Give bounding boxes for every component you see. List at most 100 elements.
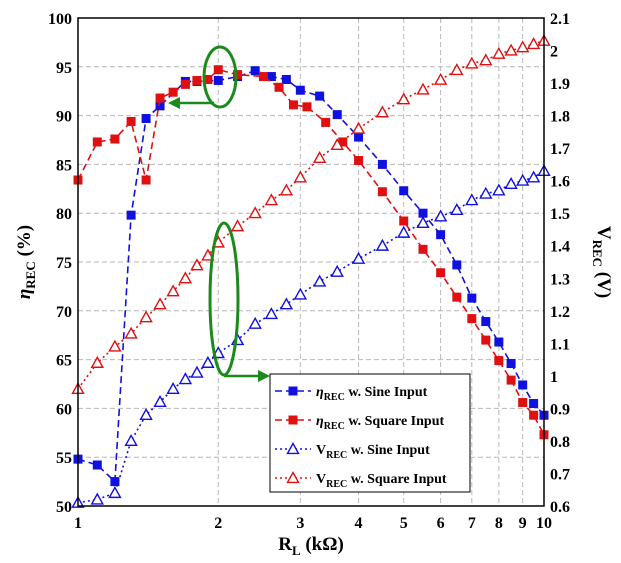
x-tick-label: 8: [495, 515, 503, 532]
data-point: [452, 292, 462, 302]
y-left-tick-label: 95: [56, 60, 72, 77]
data-point: [92, 137, 102, 147]
data-point: [397, 225, 411, 238]
data-point: [351, 251, 366, 264]
x-tick-label: 4: [355, 515, 363, 532]
data-point: [90, 355, 104, 368]
data-point: [139, 407, 153, 421]
data-point: [479, 53, 493, 66]
data-point: [153, 394, 167, 407]
data-point: [518, 398, 528, 408]
y-right-tick-label: 1.3: [550, 271, 570, 288]
data-point: [450, 203, 464, 216]
x-tick-label: 9: [519, 515, 527, 532]
x-tick-label: 2: [214, 515, 222, 532]
data-point: [321, 117, 331, 127]
y-right-tick-label: 1.1: [550, 336, 570, 353]
y-left-tick-label: 60: [56, 401, 72, 418]
data-point: [494, 337, 504, 347]
y-left-tick-label: 65: [56, 353, 72, 370]
y-left-tick-label: 70: [56, 304, 72, 321]
data-point: [433, 209, 448, 222]
data-point: [288, 100, 298, 110]
y-left-tick-label: 75: [56, 255, 72, 272]
legend-label: ηREC w. Sine Input: [316, 385, 428, 403]
eta-axis-arrowhead: [168, 97, 180, 109]
data-point: [250, 66, 260, 76]
data-point: [377, 187, 387, 197]
data-point: [293, 287, 308, 300]
data-point: [450, 63, 464, 76]
y-axis-right-title: VREC (V): [590, 226, 614, 298]
data-point: [141, 114, 151, 124]
data-point: [178, 271, 193, 284]
x-tick-label: 7: [468, 515, 476, 532]
y-left-tick-label: 90: [56, 109, 72, 126]
data-point: [399, 216, 409, 226]
x-tick-label: 5: [400, 515, 408, 532]
data-point: [479, 186, 493, 199]
data-point: [279, 183, 294, 196]
data-point: [126, 116, 136, 126]
data-point: [264, 307, 279, 320]
y-left-tick-label: 100: [48, 11, 72, 28]
data-point: [416, 82, 430, 95]
data-point: [92, 460, 102, 470]
data-point: [354, 132, 364, 142]
y-right-tick-label: 0.6: [550, 499, 570, 516]
legend: ηREC w. Sine Input ηREC w. Square Input VR…: [269, 373, 471, 493]
y-right-tick-label: 1.2: [550, 304, 570, 321]
data-point: [168, 87, 178, 97]
data-point: [416, 216, 430, 229]
data-point: [481, 335, 491, 345]
data-point: [351, 121, 366, 134]
y-right-tick-label: 2.1: [550, 11, 570, 28]
legend-label: ηREC w. Square Input: [316, 414, 444, 432]
series-3: [71, 163, 551, 508]
data-point: [180, 79, 190, 89]
data-point: [436, 268, 446, 278]
series-layer: [71, 33, 551, 508]
data-point: [526, 170, 541, 183]
data-point: [201, 355, 215, 368]
x-tick-label: 10: [536, 515, 552, 532]
data-point: [330, 264, 344, 277]
data-point: [452, 260, 462, 270]
x-tick-label: 3: [296, 515, 304, 532]
data-point: [494, 356, 504, 366]
data-point: [330, 137, 344, 150]
vrec-ellipse-annotation: [208, 221, 240, 377]
data-point: [418, 208, 428, 218]
y-right-tick-label: 1.5: [550, 206, 570, 223]
data-point: [504, 176, 518, 190]
data-point: [166, 284, 180, 297]
data-point: [506, 359, 516, 369]
data-point: [332, 110, 342, 120]
y-left-tick-label: 80: [56, 206, 72, 223]
legend-swatch-marker: [286, 471, 300, 484]
vrec-axis-arrowhead: [258, 370, 270, 382]
plot-frame: [77, 17, 545, 507]
data-point: [248, 316, 262, 329]
legend-swatch-marker: [286, 442, 300, 455]
data-point: [108, 486, 122, 499]
data-point: [506, 375, 516, 385]
data-point: [281, 74, 291, 84]
legend-swatch-marker: [288, 386, 298, 396]
data-point: [295, 85, 305, 95]
y-right-tick-label: 2: [550, 44, 558, 61]
data-point: [90, 492, 104, 505]
data-point: [110, 134, 120, 144]
data-point: [201, 248, 215, 261]
series-line: [77, 69, 545, 484]
data-point: [155, 101, 165, 111]
data-point: [141, 175, 151, 185]
data-point: [529, 410, 539, 420]
data-point: [233, 70, 243, 80]
data-point: [230, 219, 245, 232]
data-point: [312, 274, 327, 287]
data-point: [397, 92, 411, 105]
annotations: [168, 45, 270, 382]
data-point: [213, 75, 223, 85]
